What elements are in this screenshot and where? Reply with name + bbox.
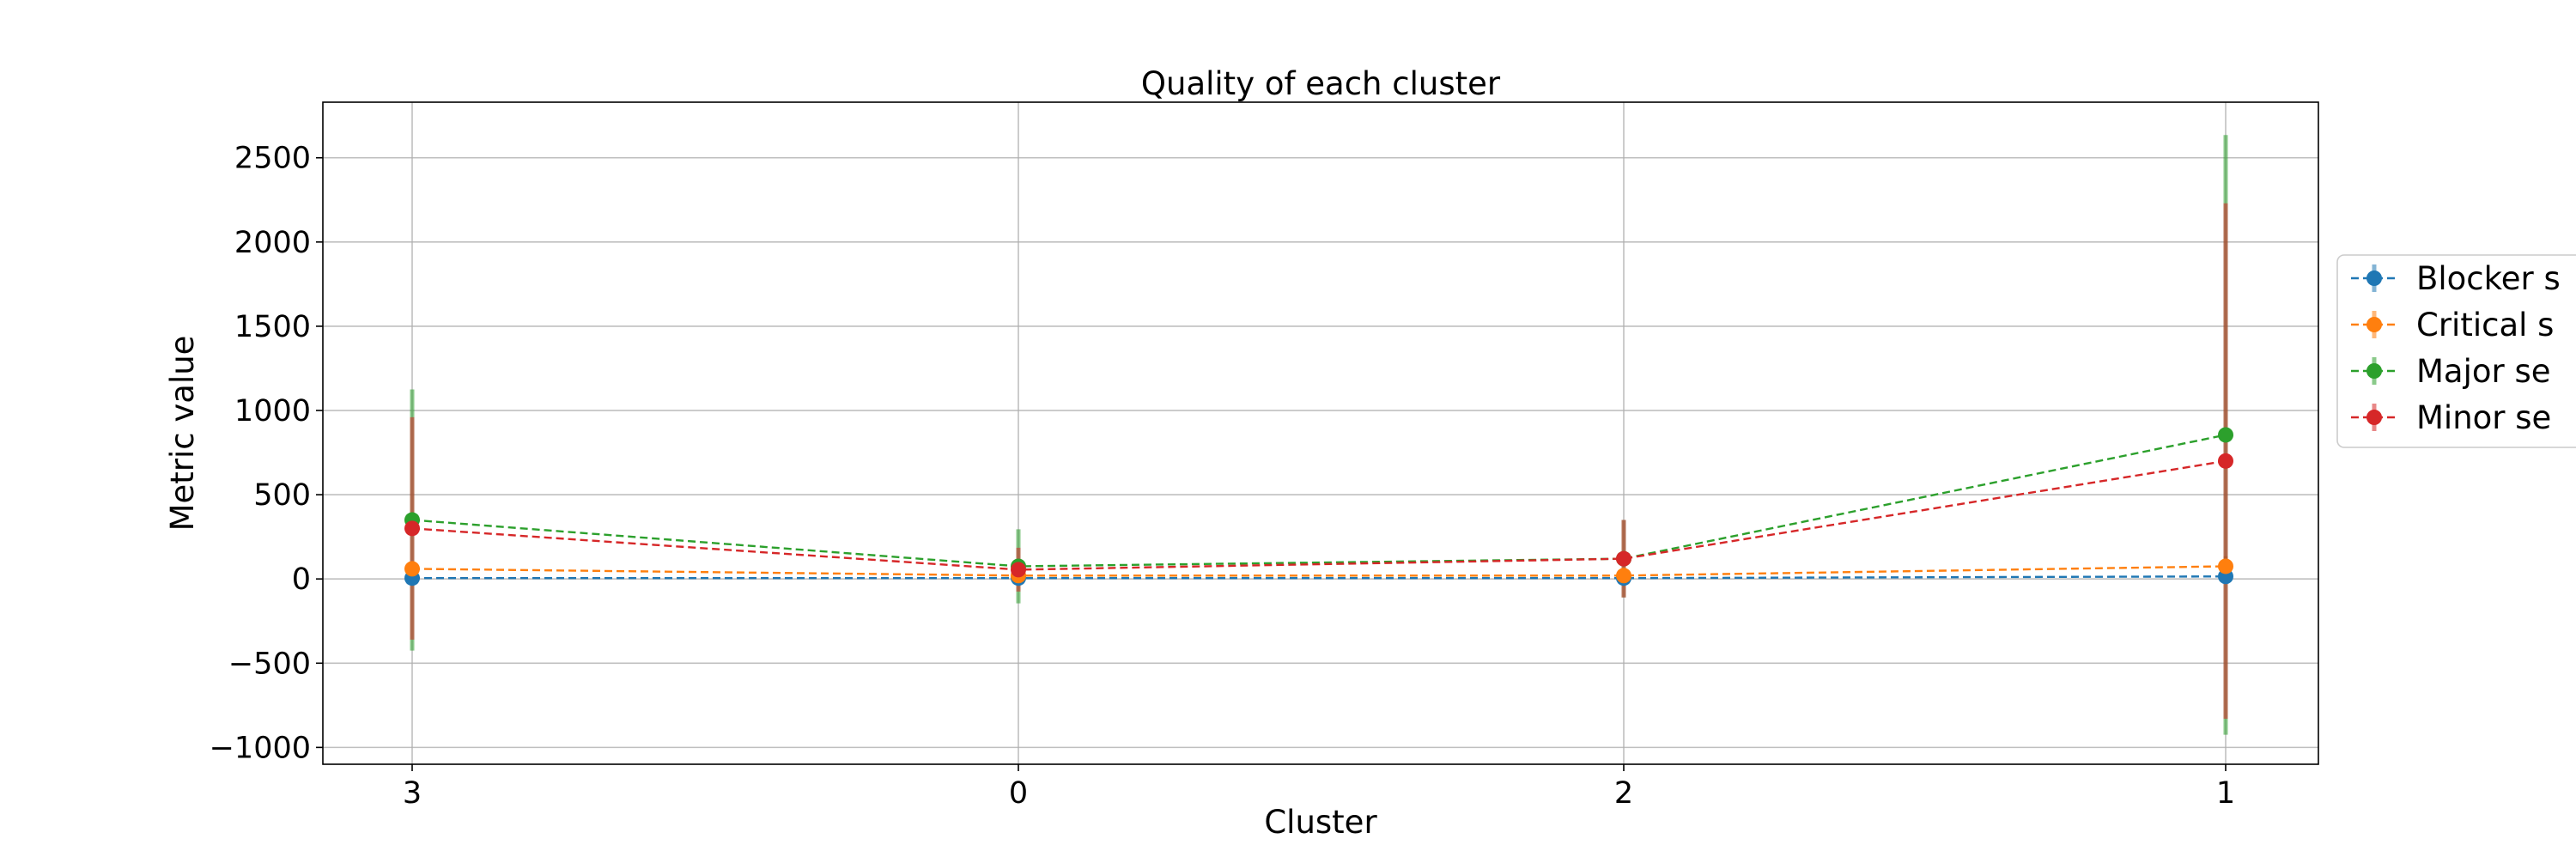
legend-marker xyxy=(2366,410,2382,425)
y-tick-label: 2500 xyxy=(234,142,311,176)
data-point xyxy=(1616,550,1631,567)
data-point xyxy=(1011,562,1026,578)
y-tick-label: 0 xyxy=(292,562,311,597)
y-tick-label: −500 xyxy=(228,647,311,681)
legend-label: Critical s xyxy=(2416,307,2554,343)
plot-frame xyxy=(322,101,2319,765)
legend-marker xyxy=(2366,317,2382,332)
x-tick-label: 0 xyxy=(1009,776,1028,811)
data-point xyxy=(404,561,420,577)
legend-box xyxy=(2336,254,2576,448)
legend-label: Blocker s xyxy=(2416,260,2561,297)
legend-marker xyxy=(2366,270,2382,286)
data-point xyxy=(2218,558,2233,574)
legend-marker xyxy=(2366,363,2382,379)
x-axis-ticks: 3 0 2 1 xyxy=(403,764,2235,811)
legend: Blocker s Critical s Major se Minor se xyxy=(2336,254,2576,448)
y-tick-label: 2000 xyxy=(234,226,311,260)
data-point xyxy=(2218,453,2233,469)
series-line xyxy=(411,459,2227,571)
legend-label: Minor se xyxy=(2416,399,2551,436)
y-tick-label: −1000 xyxy=(210,731,311,765)
grid-lines xyxy=(323,102,2318,764)
x-axis-label: Cluster xyxy=(1264,804,1377,841)
y-tick-label: 1500 xyxy=(234,310,311,344)
series-line xyxy=(411,565,2227,577)
y-tick-label: 500 xyxy=(253,478,311,513)
x-tick-label: 1 xyxy=(2216,776,2235,811)
series-line xyxy=(412,575,2227,580)
y-axis-label: Metric value xyxy=(164,336,201,532)
series-line xyxy=(411,434,2227,568)
data-point xyxy=(404,520,420,537)
data-point xyxy=(2218,427,2233,443)
data-point xyxy=(1616,568,1631,584)
series-lines xyxy=(411,434,2227,580)
chart-title: Quality of each cluster xyxy=(1141,65,1501,102)
legend-label: Major se xyxy=(2416,353,2551,390)
series-markers xyxy=(404,427,2233,586)
x-tick-label: 3 xyxy=(403,776,422,811)
error-bars xyxy=(410,135,2228,735)
y-tick-label: 1000 xyxy=(234,394,311,428)
x-tick-label: 2 xyxy=(1614,776,1633,811)
y-axis-ticks: −1000 −500 0 500 1000 1500 2000 2500 xyxy=(210,142,323,765)
